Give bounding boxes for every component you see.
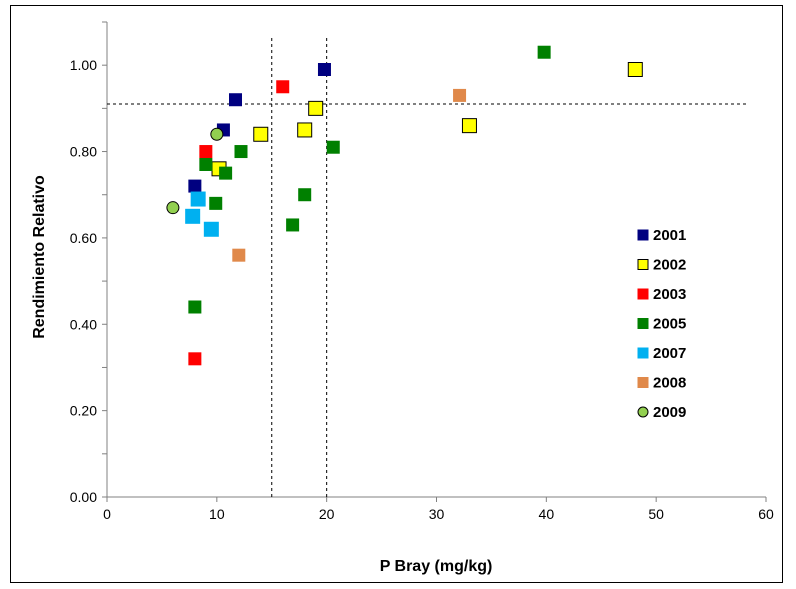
- legend-label-2005: 2005: [653, 316, 686, 333]
- point-2009: [166, 201, 180, 215]
- legend-marker-2001: [637, 229, 649, 241]
- legend-label-2007: 2007: [653, 345, 686, 362]
- x-tick-label: 40: [539, 506, 555, 522]
- legend: 2001 2002 2003 2005 2007 2008 2009: [637, 227, 686, 421]
- point-2003: [199, 145, 213, 159]
- legend-label-2002: 2002: [653, 257, 686, 274]
- x-tick-label: 10: [209, 506, 225, 522]
- legend-label-2003: 2003: [653, 286, 686, 303]
- x-axis-title: P Bray (mg/kg): [380, 558, 493, 575]
- legend-marker-2003: [637, 288, 649, 300]
- x-tick-label: 30: [429, 506, 445, 522]
- point-2001: [317, 63, 331, 76]
- x-tick-label: 0: [103, 506, 111, 522]
- point-2001: [188, 179, 202, 193]
- point-2002: [627, 62, 643, 77]
- x-tick-label: 20: [319, 506, 335, 522]
- point-2005: [298, 188, 312, 202]
- point-2007: [185, 208, 201, 224]
- point-2001: [229, 93, 243, 107]
- point-2002: [461, 118, 477, 134]
- point-2005: [326, 140, 340, 154]
- point-2005: [219, 166, 233, 180]
- point-2005: [286, 218, 300, 232]
- data-points: [166, 45, 643, 366]
- axes: 0.00 0.20 0.40 0.60 0.80 1.00 0 10 20 30 40 50 60: [70, 21, 774, 522]
- y-tick-label: 0.00: [70, 489, 97, 505]
- y-tick-label: 0.40: [70, 316, 97, 332]
- chart-frame: [10, 5, 783, 583]
- point-2005: [199, 158, 213, 171]
- legend-label-2001: 2001: [653, 227, 686, 244]
- point-2008: [232, 248, 246, 262]
- reference-lines: [107, 38, 746, 497]
- point-2002: [297, 122, 313, 138]
- point-2007: [190, 191, 206, 207]
- x-tick-label: 60: [758, 506, 774, 522]
- legend-label-2009: 2009: [653, 404, 686, 421]
- y-tick-label: 0.80: [70, 144, 97, 160]
- legend-marker-2007: [637, 347, 649, 359]
- point-2002: [308, 100, 324, 116]
- point-2003: [276, 80, 290, 94]
- point-2003: [188, 352, 202, 366]
- legend-marker-2008: [637, 377, 649, 388]
- point-2005: [188, 300, 202, 314]
- legend-marker-2009: [637, 406, 649, 418]
- y-axis-title: Rendimiento Relativo: [31, 175, 48, 339]
- point-2005: [537, 45, 551, 59]
- y-tick-label: 0.60: [70, 230, 97, 246]
- y-tick-label: 0.20: [70, 403, 97, 419]
- legend-marker-2005: [637, 318, 649, 329]
- legend-label-2008: 2008: [653, 375, 686, 392]
- legend-marker-2002: [637, 259, 649, 270]
- point-2002: [253, 126, 269, 142]
- point-2005: [234, 145, 248, 159]
- point-2005: [209, 196, 223, 210]
- point-2007: [203, 221, 219, 237]
- point-2008: [453, 88, 467, 102]
- y-tick-label: 1.00: [70, 57, 97, 73]
- point-2009: [210, 127, 224, 141]
- x-tick-label: 50: [648, 506, 664, 522]
